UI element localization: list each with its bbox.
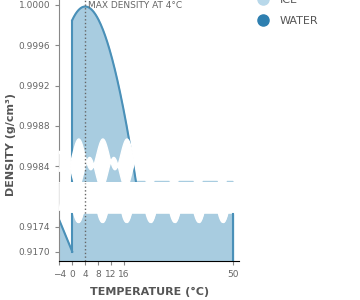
Polygon shape: [59, 220, 72, 261]
Text: MAX DENSITY AT 4°C: MAX DENSITY AT 4°C: [88, 1, 182, 10]
Polygon shape: [72, 7, 233, 300]
Legend: ICE, WATER: ICE, WATER: [248, 0, 321, 29]
Text: DENSITY (g/cm³): DENSITY (g/cm³): [6, 92, 16, 196]
Text: TEMPERATURE (°C): TEMPERATURE (°C): [90, 287, 209, 297]
